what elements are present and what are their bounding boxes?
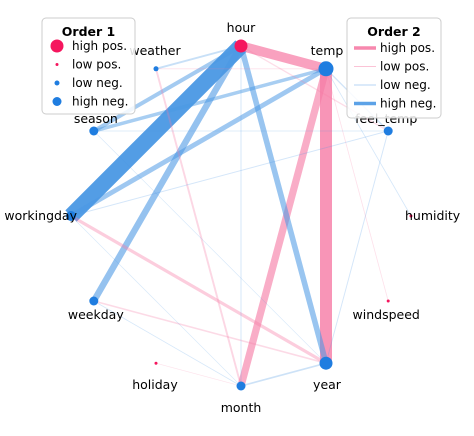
node-temp — [318, 61, 334, 77]
node-label-season: season — [74, 111, 118, 126]
nodes-layer — [66, 39, 413, 391]
edge-month-year — [240, 362, 327, 387]
edge-hour-weather — [155, 45, 242, 70]
node-feel_temp — [383, 126, 393, 136]
edge-holiday-month — [155, 362, 242, 387]
node-hour — [234, 39, 248, 53]
node-humidity — [409, 214, 413, 218]
edge-temp-humidity — [325, 68, 412, 217]
edge-hour-season — [92, 44, 243, 133]
legend-order-1-marker-3 — [52, 97, 62, 106]
legend-order-2-label-2: low neg. — [380, 78, 431, 92]
legend-order-1-title: Order 1 — [62, 24, 115, 39]
node-month — [236, 381, 246, 391]
legend-order-1-marker-2 — [54, 80, 60, 86]
edge-workingday-month — [70, 215, 242, 387]
node-label-hour: hour — [227, 20, 256, 35]
edge-feel_temp-year — [325, 130, 389, 364]
legend-order-2: Order 2 high pos. low pos. low neg. high ne… — [346, 17, 442, 119]
edge-weekday-year — [93, 300, 327, 364]
node-weekday — [89, 296, 99, 306]
legend-order-2-label-1: low pos. — [380, 60, 429, 74]
node-weather — [153, 66, 159, 72]
edge-season-year — [93, 130, 327, 364]
node-label-month: month — [221, 400, 262, 415]
node-label-windspeed: windspeed — [353, 307, 420, 322]
node-label-year: year — [313, 377, 342, 392]
legend-order-1-label-0: high pos. — [72, 39, 127, 53]
edge-hour-workingday — [65, 40, 247, 222]
legend-order-2-title: Order 2 — [367, 24, 420, 39]
node-label-holiday: holiday — [132, 377, 178, 392]
edge-temp-season — [93, 67, 327, 133]
edge-weekday-month — [93, 300, 242, 387]
node-year — [319, 356, 333, 370]
legend-order-1-frame — [41, 17, 136, 115]
legend-order-2-label-3: high neg. — [380, 97, 436, 111]
edge-temp-windspeed — [325, 68, 389, 302]
edge-hour-weekday — [91, 44, 244, 303]
legend-order-2-label-0: high pos. — [380, 41, 435, 55]
node-workingday — [66, 211, 76, 221]
legend-order-1-label-2: low neg. — [72, 76, 123, 90]
node-label-weekday: weekday — [68, 307, 124, 322]
legend-order-1-marker-0 — [50, 39, 64, 53]
legend-order-2-items: high pos. low pos. low neg. high neg. — [354, 41, 436, 111]
edge-hour-temp — [239, 41, 328, 74]
node-windspeed — [386, 299, 390, 303]
edge-weather-month — [155, 68, 242, 387]
node-label-weather: weather — [129, 43, 181, 58]
edges-layer — [65, 40, 412, 387]
node-label-temp: temp — [311, 43, 344, 58]
edge-workingday-year — [70, 214, 327, 365]
node-holiday — [154, 361, 158, 365]
legend-order-1-label-3: high neg. — [72, 95, 128, 109]
edge-hour-year — [238, 45, 329, 364]
edge-temp-workingday — [69, 66, 328, 219]
node-season — [89, 126, 99, 136]
node-label-humidity: humidity — [405, 208, 461, 223]
node-label-workingday: workingday — [4, 208, 77, 223]
edge-workingday-feel_temp — [70, 130, 389, 217]
legend-order-2-frame — [346, 17, 442, 119]
legend-order-1: Order 1 high pos. low pos. low neg. high ne… — [41, 17, 136, 115]
legend-order-1-items: high pos. low pos. low neg. high neg. — [50, 39, 128, 109]
legend-order-1-marker-1 — [55, 63, 59, 66]
edge-temp-month — [237, 67, 330, 387]
legend-order-1-label-1: low pos. — [72, 58, 121, 72]
